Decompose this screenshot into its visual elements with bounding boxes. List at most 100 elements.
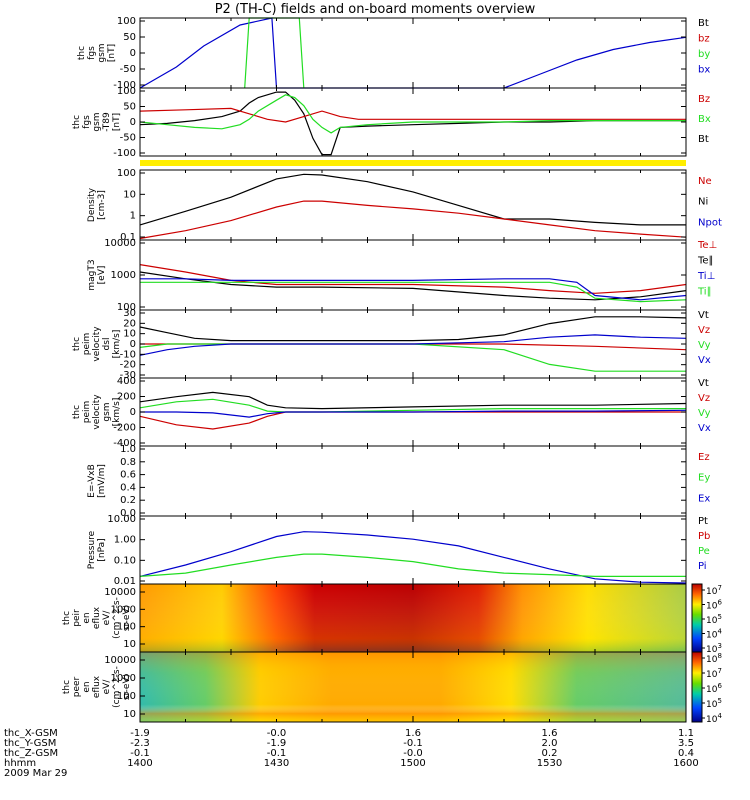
y-axis-label: sr-eV) (122, 674, 132, 700)
panel-velocity_gsm: 400 200 0 -200 -400 thc peim velocity gsm [km/s] V… (72, 376, 711, 449)
panel-frame (139, 515, 687, 585)
y-tick-label: 1000 (111, 673, 136, 684)
y-tick-label: 0.1 (120, 232, 136, 243)
legend-label-bx: bx (698, 65, 710, 76)
ephemeris-value: 1.1 (678, 728, 694, 739)
series-Vx (140, 409, 687, 418)
series-Ne (139, 200, 687, 240)
ephemeris-value: 2.0 (542, 738, 558, 749)
y-tick-label: 100 (117, 16, 136, 27)
y-tick-label: -200 (113, 423, 136, 434)
y-axis-label: en (82, 612, 92, 623)
y-tick-label: 20 (123, 318, 136, 329)
y-tick-label: 10.00 (107, 514, 136, 525)
colorbar-tick-label: 106 (706, 599, 722, 612)
colorbar-tick-label: 107 (706, 584, 722, 597)
legend-label-by: by (698, 49, 710, 60)
y-axis-label: thc (62, 611, 72, 625)
legend-label-Vz: Vz (698, 393, 710, 404)
y-axis-label: [nT] (112, 113, 122, 131)
y-tick-label: 10000 (104, 238, 136, 249)
y-tick-label: 0.0 (120, 508, 136, 519)
y-tick-label: 200 (117, 392, 136, 403)
colorbar-tick-label: 105 (706, 697, 722, 710)
legend-label-Npot: Npot (698, 217, 722, 228)
y-tick-label: -50 (120, 64, 136, 75)
y-axis-label: [cm-3] (97, 190, 107, 220)
legend-label-Vz: Vz (698, 325, 710, 336)
y-axis-label: E=-VxB (87, 464, 97, 498)
y-tick-label: 10000 (104, 587, 136, 598)
series-Te⊥ (139, 264, 687, 294)
series-Te∥ (139, 271, 687, 301)
series-Ti∥ (140, 281, 687, 303)
legend-label-Bt: Bt (698, 18, 709, 29)
y-axis-label: en (82, 681, 92, 692)
y-tick-label: 100 (117, 302, 136, 313)
series-Bt (139, 91, 686, 156)
quality-flag-bar (140, 160, 686, 166)
ephemeris-value: -0.1 (267, 748, 287, 759)
legend-label-Pe: Pe (698, 546, 710, 557)
y-tick-label: 100 (117, 168, 136, 179)
y-axis-label: peim (82, 401, 92, 424)
y-tick-label: 10 (123, 329, 136, 340)
y-axis-label: magT3 (87, 259, 97, 290)
y-axis-label: [mV/m] (97, 464, 107, 498)
legend-label-Ne: Ne (698, 176, 712, 187)
y-axis-label: [km/s] (112, 398, 122, 427)
legend-label-bz: bz (698, 34, 710, 45)
panel-density: 100 10 1 0.1 Density [cm-3] Ne Ni Npot (87, 168, 722, 243)
series-Vx (139, 334, 687, 356)
y-axis-label: -T89 (102, 112, 112, 132)
ephemeris-value: 1430 (264, 758, 289, 769)
y-axis-label: [eV] (97, 266, 107, 285)
ephemeris-value: 3.5 (678, 738, 694, 749)
y-axis-label: thc (72, 405, 82, 419)
ephemeris-row-label: hhmm (4, 758, 36, 769)
y-axis-label: dsl (102, 338, 112, 351)
ephemeris-value: 1.6 (405, 728, 421, 739)
y-axis-label: eV/ (102, 610, 112, 626)
series-Vt (139, 391, 687, 410)
legend-label-Pt: Pt (698, 516, 708, 527)
legend-label-Ex: Ex (698, 493, 710, 504)
y-axis-label: thc (62, 680, 72, 694)
legend-label-Ni: Ni (698, 197, 708, 208)
y-tick-label: 10000 (104, 655, 136, 666)
series-Vy (139, 343, 686, 372)
y-axis-label: peer (72, 676, 82, 697)
legend-label-Te⊥: Te⊥ (697, 240, 717, 251)
legend-label-Vx: Vx (698, 355, 711, 366)
panel-efield: 1.0 0.8 0.60.4 0.2 0.0 E=-VxB [mV/m] Ez Ey Ex (87, 444, 710, 519)
ephemeris-row-label: thc_X-GSM (4, 728, 58, 739)
y-tick-label: 1.0 (120, 444, 136, 455)
series-Bz (139, 107, 686, 123)
y-axis-label: gsm (92, 112, 102, 131)
ephemeris-row-label: thc_Z-GSM (4, 748, 58, 759)
ephemeris-value: -0.0 (267, 728, 287, 739)
colorbar-tick-label: 108 (706, 652, 722, 665)
colorbar (691, 651, 703, 723)
legend-label-Vt: Vt (698, 310, 709, 321)
y-axis-label: eflux (92, 675, 102, 698)
ephemeris-value: 1.6 (542, 728, 558, 739)
y-tick-label: 0.8 (120, 457, 136, 468)
y-axis-label: (cm^2-s- (112, 666, 122, 708)
y-axis-label: [km/s] (112, 330, 122, 359)
colorbar (691, 583, 703, 653)
y-axis-label: sr-eV) (122, 605, 132, 631)
y-tick-label: 0.01 (114, 576, 136, 587)
ephemeris-value: -0.0 (403, 748, 423, 759)
y-axis-label: (cm^2-s- (112, 597, 122, 639)
y-axis-label: gsm (102, 402, 112, 421)
series-Ti⊥ (140, 278, 687, 301)
ephemeris-value: 0.4 (678, 748, 694, 759)
ephemeris-value: -2.3 (130, 738, 150, 749)
colorbar-tick-label: 105 (706, 613, 722, 626)
y-axis-label: eV/ (102, 679, 112, 695)
